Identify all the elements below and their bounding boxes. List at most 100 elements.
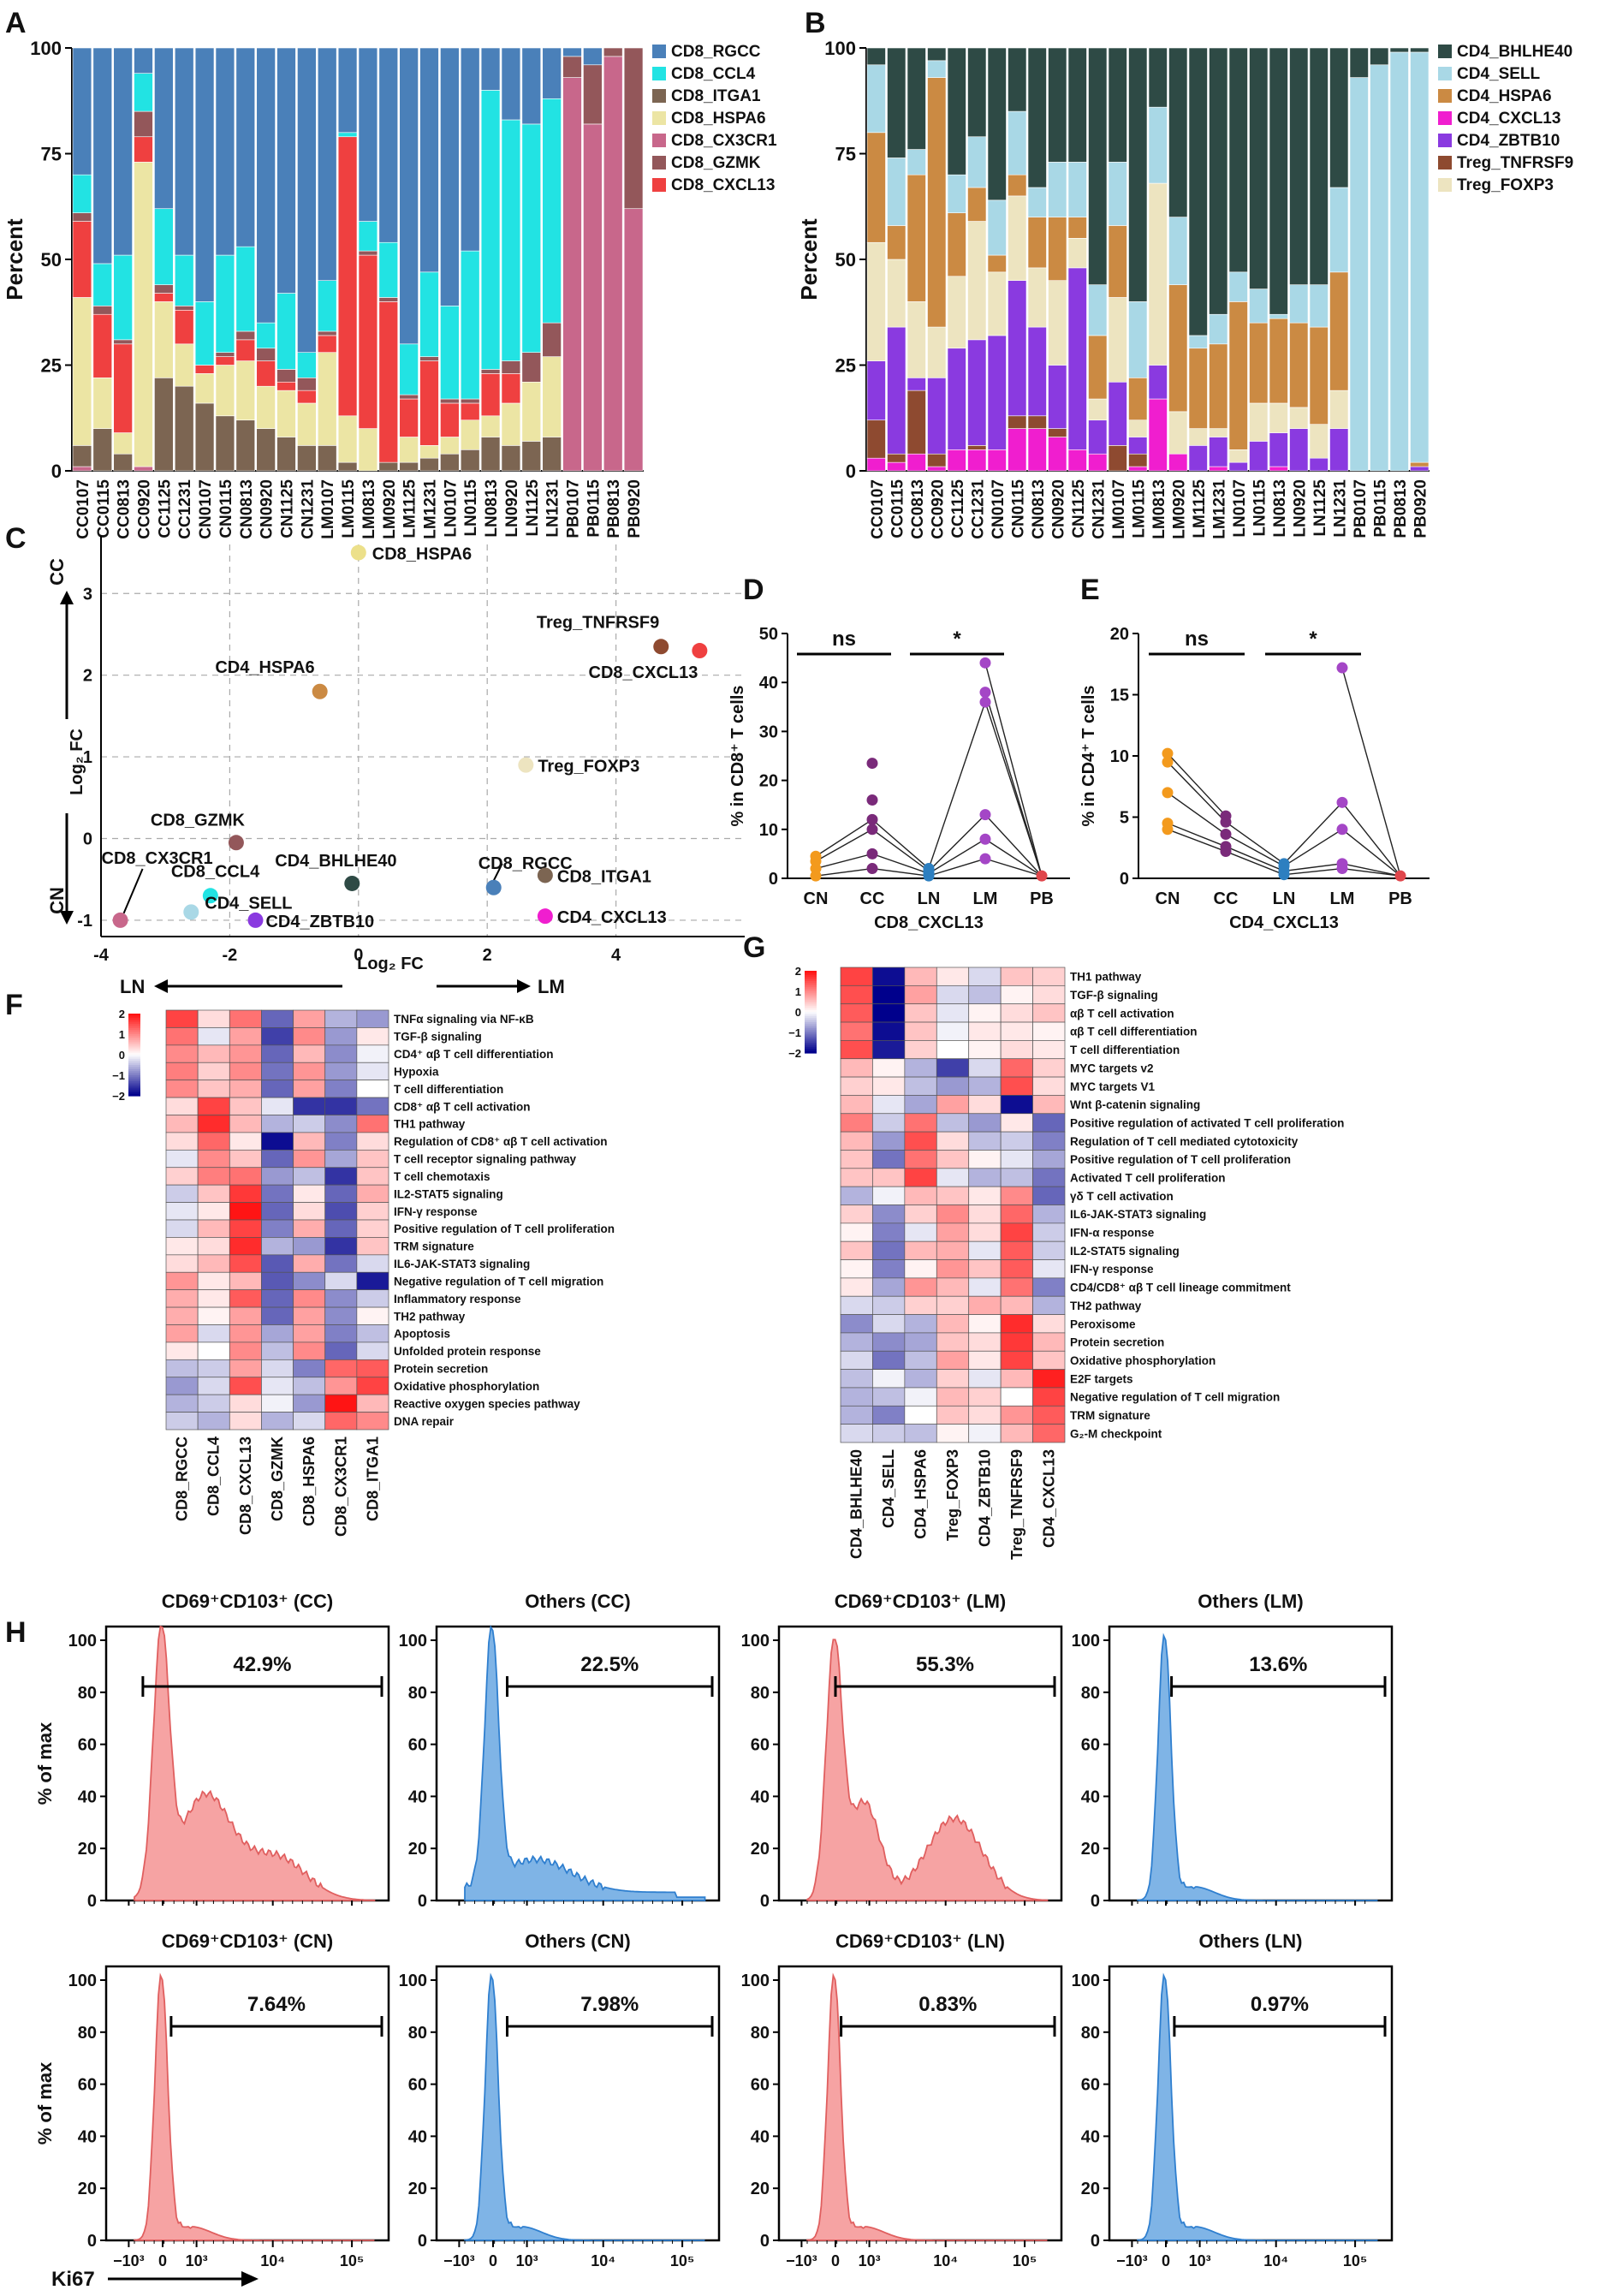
point-CD4_ZBTB10 (247, 912, 264, 928)
bar-segment-CN0920-Treg_TNFRSF9 (1048, 428, 1067, 437)
bar-segment-LM1231-CD8_RGCC (419, 47, 439, 273)
cell-1-2 (904, 984, 937, 1005)
scale-step (128, 1048, 140, 1051)
col-label-CD8_HSPA6: CD8_HSPA6 (300, 1436, 318, 1526)
cell-2-6 (1032, 1003, 1066, 1023)
x-tick-label: -4 (93, 946, 110, 965)
y-tick-label: 40 (751, 1787, 770, 1806)
x-tick-label-LN: LN (918, 889, 941, 908)
cell-8-3 (936, 1113, 970, 1133)
bar-segment-CC1125-CD4_HSPA6 (947, 212, 966, 277)
cell-15-6 (1032, 1240, 1066, 1260)
bar-segment-LN1125-CD4_ZBTB10 (1309, 457, 1329, 472)
scale-tick-label: 1 (119, 1028, 125, 1041)
x-tick-label-CN1125: CN1125 (279, 479, 297, 538)
cell-10-3 (261, 1184, 294, 1203)
legend-swatch-CD8_RGCC (652, 45, 666, 58)
bar-segment-LN0920-CD8_RGCC (501, 47, 521, 121)
scale-step (128, 1024, 140, 1026)
cell-13-6 (1032, 1205, 1066, 1224)
histogram-title: Others (CN) (525, 1930, 630, 1952)
cell-16-3 (261, 1289, 294, 1308)
cell-25-3 (936, 1424, 970, 1443)
y-tick-label: 80 (78, 2024, 97, 2043)
bar-segment-CC0920-CD4_ZBTB10 (927, 378, 947, 455)
cell-7-4 (968, 1095, 1002, 1115)
cell-21-5 (324, 1377, 358, 1395)
col-label-CD8_GZMK: CD8_GZMK (269, 1436, 286, 1521)
bar-segment-CN0107-CD8_RGCC (194, 47, 215, 302)
cell-19-5 (324, 1341, 358, 1360)
bar-segment-PB0107-CD4_SELL (1349, 77, 1369, 472)
bar-segment-LN1231-CD8_ITGA1 (542, 437, 562, 472)
cell-4-0 (840, 1040, 873, 1060)
x-tick-label-LM1125: LM1125 (401, 479, 419, 538)
cell-2-3 (936, 1003, 970, 1023)
pair-line (1283, 863, 1343, 872)
bar-segment-CN0115-Treg_FOXP3 (1008, 195, 1027, 281)
scale-step (128, 1061, 140, 1064)
dot-PB-0 (1036, 870, 1048, 882)
bar-segment-CN1231-Treg_FOXP3 (1088, 398, 1108, 421)
x-tick-label-PB0813: PB0813 (605, 479, 623, 538)
histogram-curve (134, 1972, 375, 2241)
bar-segment-CC0115-CD4_CXCL13 (887, 461, 906, 472)
bar-segment-CN1231-CD8_CCL4 (297, 352, 317, 378)
cell-9-2 (904, 1131, 937, 1151)
bar-segment-LN1231-CD8_CCL4 (542, 98, 562, 324)
x-tick-label-LN0920: LN0920 (1291, 479, 1309, 538)
cell-11-6 (356, 1202, 389, 1221)
y-axis-label: Percent (2, 218, 27, 300)
x-tick-label: 2 (483, 946, 492, 965)
scale-step (805, 981, 817, 984)
pair-line (984, 814, 1043, 877)
x-tick-label-LM1231: LM1231 (422, 479, 440, 539)
dot-LM-5 (979, 657, 991, 669)
x-tick-label-PB0115: PB0115 (585, 479, 603, 538)
scale-step (805, 1043, 817, 1045)
dot-LN-3 (1278, 858, 1290, 870)
x-tick-label-LN0920: LN0920 (503, 479, 521, 538)
cell-24-3 (936, 1405, 970, 1425)
cell-23-4 (968, 1387, 1002, 1407)
bar-segment-CN1125-CD8_CCL4 (276, 293, 296, 370)
cell-3-1 (872, 1021, 906, 1041)
bar-segment-CN0115-CD4_BHLHE40 (1008, 47, 1027, 112)
gate-percent: 0.97% (1251, 1993, 1309, 2016)
bar-segment-CN1231-CD8_RGCC (297, 47, 317, 353)
scale-step (805, 995, 817, 998)
bar-segment-LN0920-CD8_CCL4 (501, 119, 521, 361)
bar-segment-CN1125-CD8_CXCL13 (276, 381, 296, 391)
bar-segment-LN0115-CD4_BHLHE40 (1249, 47, 1269, 289)
cell-25-2 (904, 1424, 937, 1443)
cell-1-3 (261, 1027, 294, 1046)
scale-step (128, 1081, 140, 1085)
dot-LM-3 (979, 696, 991, 708)
bar-segment-CC0813-CD8_GZMK (113, 339, 133, 345)
cell-17-4 (968, 1277, 1002, 1297)
legend-swatch-CD8_ITGA1 (652, 89, 666, 103)
cell-12-4 (968, 1186, 1002, 1205)
x-tick-label-CC0920: CC0920 (136, 479, 154, 539)
cell-22-0 (840, 1369, 873, 1389)
panel-letter-a: A (5, 7, 27, 39)
cell-25-5 (1000, 1424, 1033, 1443)
bar-segment-PB0107-CD8_CX3CR1 (562, 77, 582, 472)
cell-21-6 (356, 1377, 389, 1395)
cell-8-6 (1032, 1113, 1066, 1133)
scale-step (805, 971, 817, 973)
point-label-CD4_SELL: CD4_SELL (205, 894, 292, 913)
bar-segment-CC1231-CD8_GZMK (174, 306, 194, 311)
y-tick-label: 40 (1081, 2127, 1100, 2146)
bar-segment-LN0115-CD8_RGCC (460, 47, 480, 252)
y-tick-label: 2 (83, 667, 92, 686)
x-tick-label-CC: CC (860, 889, 885, 908)
bar-segment-CC1231-Treg_FOXP3 (967, 221, 987, 341)
bar-segment-CN0107-CD4_CXCL13 (987, 449, 1007, 472)
y-tick-label: 0 (760, 1892, 770, 1911)
bar-segment-LM0920-CD4_HSPA6 (1168, 284, 1188, 413)
pair-line (1341, 863, 1401, 877)
bar-segment-PB0107-CD4_BHLHE40 (1349, 47, 1369, 78)
bar-segment-CN1125-CD4_CXCL13 (1067, 449, 1087, 472)
bar-segment-CN0813-Treg_TNFRSF9 (1027, 415, 1047, 429)
